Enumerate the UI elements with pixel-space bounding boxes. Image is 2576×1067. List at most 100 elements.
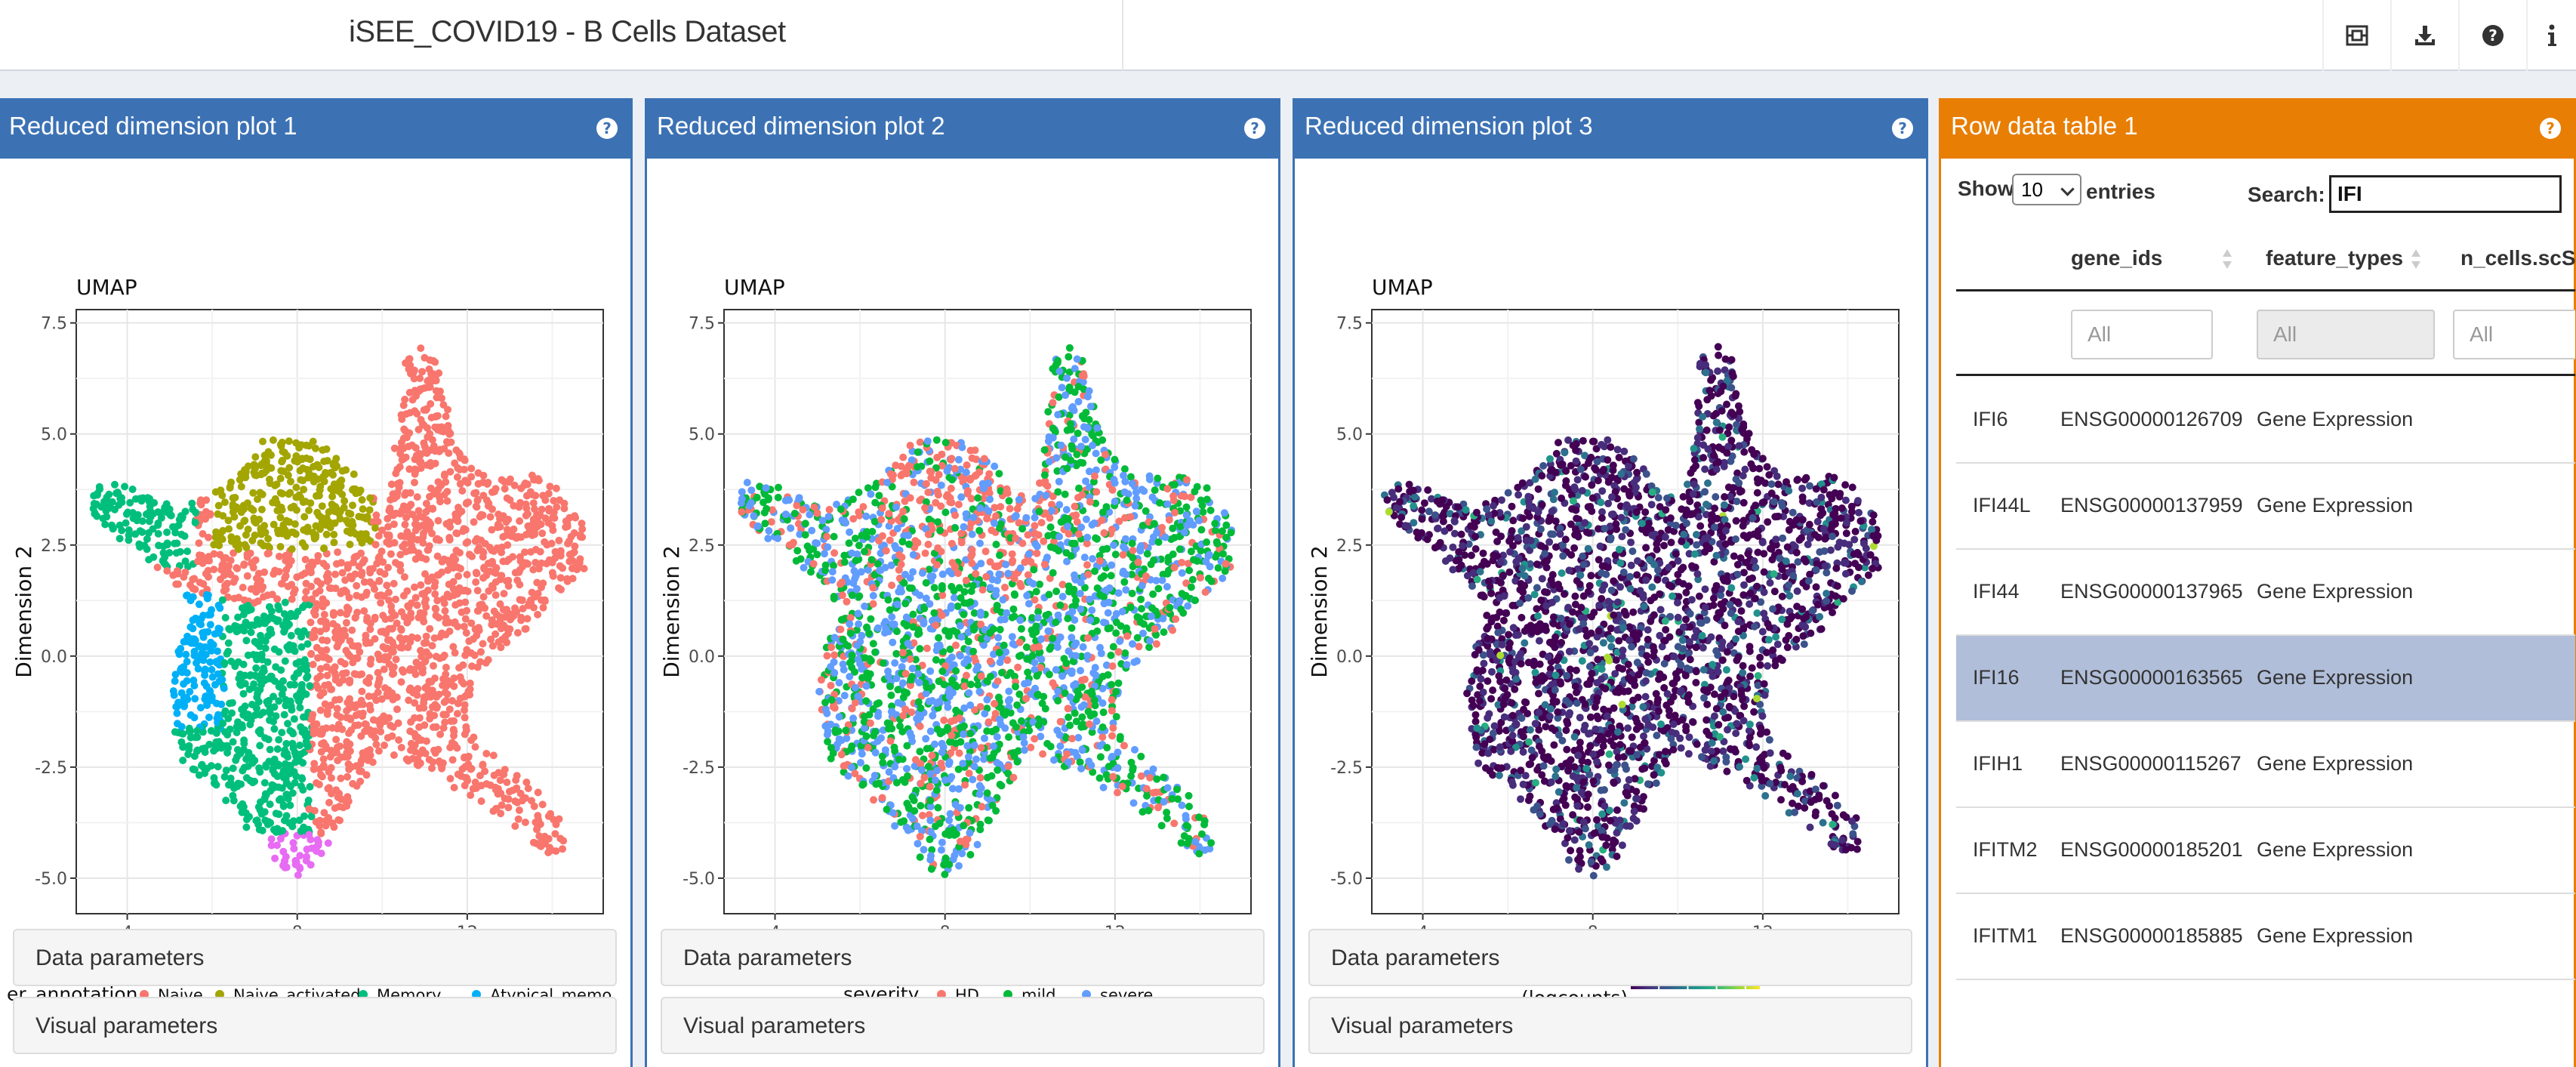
data-point (308, 595, 316, 603)
data-point (436, 387, 444, 396)
data-point (1072, 695, 1080, 704)
data-point (274, 602, 282, 610)
data-point (521, 548, 528, 557)
data-point (406, 727, 414, 735)
data-point (510, 525, 518, 533)
data-point (1111, 463, 1119, 471)
data-point (505, 555, 513, 563)
data-point (191, 695, 199, 703)
data-point (484, 655, 492, 664)
data-point (888, 613, 896, 621)
visual-parameters-box[interactable]: Visual parameters (13, 997, 617, 1054)
data-point (297, 455, 306, 464)
data-point (263, 550, 272, 558)
data-point (1110, 541, 1117, 549)
data-point (411, 698, 419, 707)
data-point (822, 526, 830, 534)
data-point (149, 510, 157, 518)
data-point (957, 465, 965, 473)
data-point (273, 617, 281, 625)
data-point (849, 579, 858, 587)
data-point (446, 430, 454, 437)
data-point (438, 762, 446, 770)
info-button[interactable] (2526, 0, 2576, 71)
data-point (381, 717, 389, 725)
data-point (1071, 539, 1079, 547)
data-point (533, 840, 541, 848)
data-point (894, 516, 902, 524)
data-point (938, 450, 946, 458)
data-point (1032, 622, 1040, 631)
data-point (954, 569, 962, 578)
data-point (96, 485, 104, 493)
data-point (937, 481, 945, 489)
organization-button[interactable] (2322, 0, 2390, 71)
data-point (330, 530, 338, 538)
help-icon[interactable]: ? (1243, 116, 1267, 140)
data-point (1058, 581, 1067, 589)
data-point (387, 495, 395, 504)
data-point (414, 613, 423, 621)
data-point (310, 608, 318, 616)
data-point (1163, 485, 1172, 493)
data-point (371, 727, 379, 735)
data-point (295, 816, 304, 825)
data-point (859, 780, 867, 788)
data-point (1031, 596, 1039, 604)
data-point (1088, 606, 1096, 615)
data-point (1018, 525, 1027, 533)
data-point (1054, 611, 1062, 619)
redim-panel-1: Reduced dimension plot 1 ? UMAP4812-5.0-… (0, 98, 633, 1067)
data-point (199, 530, 207, 538)
data-point (385, 660, 393, 668)
data-point (421, 384, 429, 392)
data-point (991, 710, 1000, 717)
data-point (513, 608, 521, 616)
data-point (1015, 690, 1024, 698)
data-point (1031, 540, 1040, 548)
data-point (991, 563, 999, 570)
data-point (402, 410, 411, 418)
data-point (1022, 643, 1031, 652)
export-button[interactable] (2390, 0, 2458, 71)
data-point (338, 670, 347, 678)
points-layer (89, 344, 588, 879)
data-point (291, 779, 299, 787)
data-point (321, 681, 329, 689)
data-point (275, 683, 283, 691)
data-point (985, 470, 994, 478)
data-point (557, 585, 565, 594)
data-point (362, 631, 370, 640)
data-point (219, 720, 227, 727)
data-point (827, 643, 836, 652)
data-parameters-box[interactable]: Data parameters (13, 929, 617, 986)
data-point (442, 412, 450, 421)
data-point (1023, 655, 1031, 663)
data-point (91, 509, 99, 517)
data-point (906, 494, 914, 502)
data-point (957, 529, 966, 538)
data-point (907, 456, 916, 464)
data-point (366, 494, 374, 502)
data-point (498, 572, 506, 580)
data-point (1102, 661, 1111, 669)
data-point (1169, 492, 1178, 500)
data-point (342, 517, 350, 525)
data-point (308, 558, 316, 566)
data-point (534, 812, 542, 820)
data-point (1112, 629, 1120, 637)
data-point (197, 615, 205, 623)
data-point (954, 602, 962, 610)
data-point (414, 523, 423, 531)
data-point (450, 591, 458, 600)
data-point (279, 467, 288, 476)
data-point (218, 676, 226, 684)
data-point (310, 729, 318, 738)
help-icon[interactable]: ? (595, 116, 619, 140)
data-point (242, 823, 251, 831)
help-button[interactable]: ? (2458, 0, 2526, 71)
data-point (851, 668, 858, 676)
data-point (243, 550, 251, 558)
